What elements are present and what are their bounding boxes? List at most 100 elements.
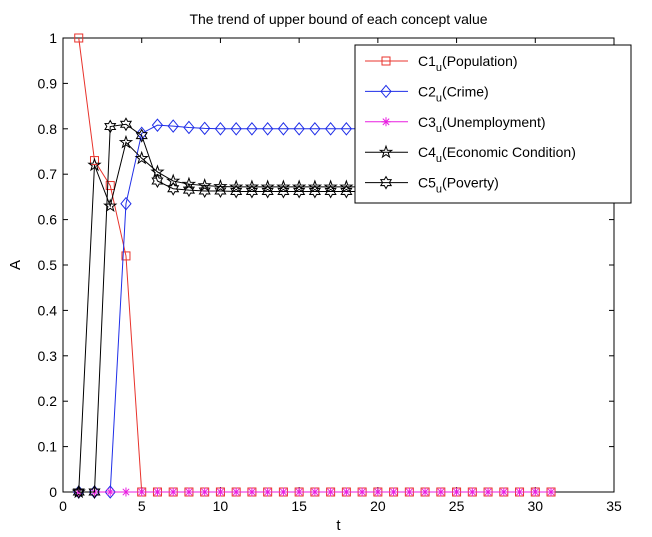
marker-stroke xyxy=(437,488,445,496)
legend-entry-c5: C5u(Poverty) xyxy=(365,175,499,196)
y-axis-label: A xyxy=(7,260,24,270)
y-tick-label: 1 xyxy=(49,30,57,46)
chart-title: The trend of upper bound of each concept… xyxy=(189,11,487,27)
marker-stroke xyxy=(342,488,350,496)
marker-stroke xyxy=(374,488,382,496)
data-point-c3 xyxy=(452,487,462,497)
data-point-c2 xyxy=(151,118,164,132)
marker-stroke xyxy=(390,488,398,496)
marker-stroke xyxy=(327,488,335,496)
data-point-c3 xyxy=(389,487,399,497)
data-point-c3 xyxy=(294,487,304,497)
data-point-c3 xyxy=(420,487,430,497)
data-point-c4 xyxy=(291,179,307,194)
x-tick-label: 35 xyxy=(606,498,622,514)
data-point-c2 xyxy=(324,122,337,136)
data-point-c4 xyxy=(276,179,291,194)
data-point-c2 xyxy=(136,126,148,141)
marker-stroke xyxy=(484,488,492,496)
data-point-c4 xyxy=(103,198,118,213)
data-point-c3 xyxy=(184,487,194,497)
y-tick-label: 0.5 xyxy=(38,257,58,273)
data-point-c3 xyxy=(483,487,493,497)
data-point-c3 xyxy=(341,487,351,497)
y-tick-label: 0.4 xyxy=(38,302,58,318)
y-tick-label: 0.9 xyxy=(38,75,58,91)
data-point-c4 xyxy=(229,179,244,194)
x-tick-label: 0 xyxy=(59,498,67,514)
legend-label: C2u(Crime) xyxy=(418,83,489,104)
x-tick-label: 25 xyxy=(449,498,465,514)
marker-stroke xyxy=(421,488,429,496)
data-point-c3 xyxy=(215,487,225,497)
marker-stroke xyxy=(453,488,461,496)
data-point-c2 xyxy=(277,122,290,136)
data-point-c4 xyxy=(339,179,354,194)
data-point-c3 xyxy=(373,487,383,497)
data-point-c3 xyxy=(467,487,477,497)
data-point-c5 xyxy=(119,117,133,132)
data-point-c1 xyxy=(89,156,99,166)
data-point-c5 xyxy=(324,184,337,199)
marker-stroke xyxy=(358,488,366,496)
data-point-c4 xyxy=(307,179,323,194)
data-point-c2 xyxy=(293,122,305,136)
data-point-c3 xyxy=(152,487,162,497)
data-point-c2 xyxy=(167,119,179,133)
data-point-c3 xyxy=(530,487,540,497)
legend-label: C5u(Poverty) xyxy=(418,175,499,196)
data-point-c3 xyxy=(546,487,556,497)
legend-entry-c1: C1u(Population) xyxy=(365,53,518,74)
marker-stroke xyxy=(248,488,256,496)
data-point-c2 xyxy=(120,196,132,211)
data-point-c3 xyxy=(278,487,288,497)
marker-stroke xyxy=(547,488,555,496)
marker-stroke xyxy=(153,488,161,496)
x-axis-label: t xyxy=(336,517,341,534)
x-tick-label: 30 xyxy=(527,498,543,514)
data-point-c3 xyxy=(121,487,131,497)
data-point-c3 xyxy=(326,487,336,497)
marker-stroke xyxy=(531,488,539,496)
data-point-c5 xyxy=(151,173,164,189)
legend-label: C3u(Unemployment) xyxy=(418,114,546,135)
marker-stroke xyxy=(201,488,209,496)
y-tick-label: 0.8 xyxy=(38,121,58,137)
data-point-c4 xyxy=(134,150,149,165)
data-point-c5 xyxy=(214,183,227,199)
marker-stroke xyxy=(382,118,390,126)
data-point-c2 xyxy=(246,122,258,136)
marker-stroke xyxy=(468,488,476,496)
data-point-c4 xyxy=(197,178,212,192)
data-point-c1 xyxy=(74,33,84,43)
data-point-c3 xyxy=(310,487,320,497)
data-point-c2 xyxy=(309,122,321,136)
legend: C1u(Population) C2u(Crime) C3u(Unemploymen… xyxy=(354,44,632,204)
x-tick-label: 20 xyxy=(370,498,386,514)
marker-stroke xyxy=(405,488,413,496)
data-point-c4 xyxy=(87,157,102,172)
data-point-c4 xyxy=(323,179,338,194)
data-point-c3 xyxy=(247,487,257,497)
y-tick-label: 0.3 xyxy=(38,348,58,364)
marker-stroke xyxy=(500,488,508,496)
legend-box xyxy=(354,44,632,204)
data-point-c4 xyxy=(213,178,228,193)
data-point-c2 xyxy=(340,122,353,136)
marker-stroke xyxy=(185,488,193,496)
axis-ticks: 0 5 10 15 20 25 30 35 0 0.1 0.2 0.3 0.4 0.5 0.6 0.7 0.8 0… xyxy=(38,30,622,514)
data-point-c5 xyxy=(261,184,274,199)
data-point-c5 xyxy=(135,128,148,143)
y-tick-label: 0.2 xyxy=(38,393,58,409)
data-point-c5 xyxy=(167,181,180,196)
y-tick-label: 0.6 xyxy=(38,212,58,228)
data-point-c3 xyxy=(200,487,210,497)
legend-marker xyxy=(381,117,391,127)
x-tick-label: 15 xyxy=(291,498,307,514)
data-point-c3 xyxy=(515,487,525,497)
data-point-c2 xyxy=(214,122,227,136)
data-point-c5 xyxy=(182,183,196,198)
data-point-c5 xyxy=(293,184,306,199)
x-tick-label: 5 xyxy=(138,498,146,514)
